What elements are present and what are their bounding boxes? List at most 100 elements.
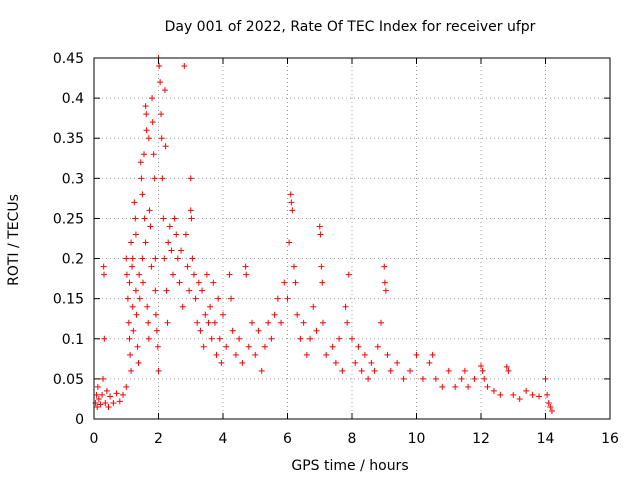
data-point [145,319,152,326]
y-tick-label: 0.45 [53,51,84,67]
data-point [188,215,195,222]
data-point [384,351,391,358]
data-point [132,215,139,222]
data-point [358,367,365,374]
data-point [228,295,235,302]
data-point [445,367,452,374]
data-point [503,363,510,370]
data-point [218,359,225,366]
data-point [342,303,349,310]
data-point [352,359,359,366]
data-point [288,199,295,206]
data-point [344,319,351,326]
data-point [236,335,243,342]
data-point [297,335,304,342]
data-point [349,335,355,342]
data-point [187,175,194,182]
data-point [419,375,426,382]
data-point [202,311,209,318]
data-point [139,191,146,198]
data-point [176,279,183,286]
data-point [165,239,172,246]
data-point [345,271,352,278]
data-point [163,287,170,294]
x-tick-label: 6 [283,431,292,447]
y-axis-label: ROTI / TECUs [6,194,22,286]
data-point [458,375,465,382]
data-point [128,239,135,246]
data-point [190,271,197,278]
data-point [161,255,168,262]
data-point [355,343,362,350]
data-point [268,335,275,342]
data-point [547,403,554,410]
data-point [484,383,491,390]
data-point [307,335,314,342]
data-point [130,327,137,334]
data-point [143,111,150,118]
data-point [147,223,154,230]
data-point [102,399,109,406]
data-point [245,343,252,350]
data-point [381,279,388,286]
data-point [249,319,256,326]
data-point [137,159,144,166]
data-point [281,279,288,286]
data-point [148,263,155,270]
y-tick-label: 0.15 [53,292,84,308]
data-point [290,263,297,270]
data-point [123,383,130,390]
data-point [544,391,551,398]
data-point [187,207,194,214]
data-point [182,231,189,238]
data-point [153,327,160,334]
data-point [135,359,142,366]
data-point [490,387,497,394]
data-point [173,231,180,238]
data-point [407,367,414,374]
data-point [300,319,307,326]
data-point [140,151,147,158]
data-point [174,255,181,262]
data-point [413,351,420,358]
data-point [152,287,159,294]
data-point [461,367,468,374]
x-tick-label: 0 [90,431,99,447]
data-point [136,295,143,302]
data-point [178,247,185,254]
data-point [125,319,132,326]
data-point [113,390,120,397]
data-point [159,175,166,182]
data-point [126,335,133,342]
data-point [152,311,159,318]
data-point [374,343,381,350]
data-point [271,311,278,318]
data-point [516,395,523,402]
data-point [226,271,233,278]
data-point [439,383,446,390]
data-point [94,383,101,390]
y-tick-label: 0.05 [53,372,84,388]
data-point [162,143,169,150]
data-point [151,175,158,182]
data-point [400,375,407,382]
data-point [542,375,549,382]
data-point [303,351,310,358]
data-point [200,343,207,350]
data-point [255,327,262,334]
data-point [313,327,320,334]
data-point [332,359,339,366]
data-point [378,319,385,326]
data-point [220,311,226,318]
data-point [197,327,204,334]
data-point [133,311,140,318]
data-point [426,359,433,366]
data-point [545,399,552,406]
data-point [171,215,178,222]
data-point [289,207,296,214]
data-point [523,387,530,394]
data-point [265,319,272,326]
data-point [479,367,486,374]
data-point [258,367,265,374]
